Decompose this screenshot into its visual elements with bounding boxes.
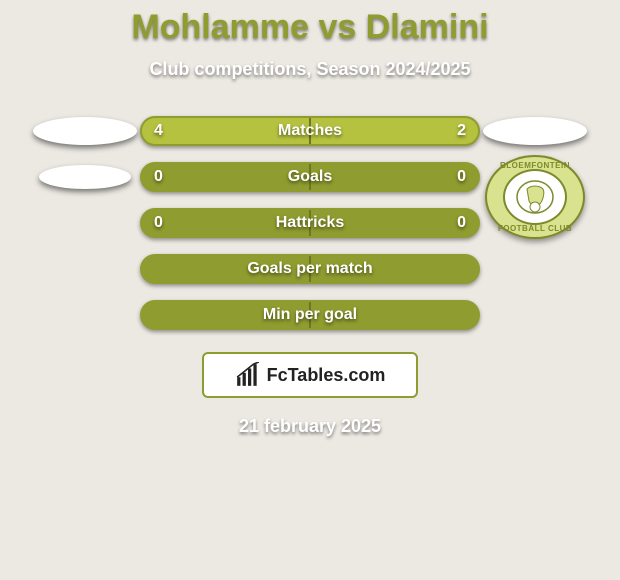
team-logo-ellipse: [39, 165, 131, 189]
right-logo-slot: BLOEMFONTEINFOOTBALL CLUB: [480, 135, 590, 219]
fctables-branding: FcTables.com: [202, 352, 418, 398]
page-root: Mohlamme vs Dlamini Club competitions, S…: [0, 0, 620, 580]
stat-value-right: 2: [457, 122, 466, 140]
stat-value-left: 0: [154, 214, 163, 232]
footer-date: 21 february 2025: [0, 416, 620, 437]
page-subtitle: Club competitions, Season 2024/2025: [0, 59, 620, 80]
stat-bar: Hattricks0 0: [140, 208, 480, 238]
page-title: Mohlamme vs Dlamini: [0, 0, 620, 47]
celtic-top-text: BLOEMFONTEIN: [500, 161, 570, 170]
stat-label: Matches: [142, 122, 478, 140]
celtic-badge: BLOEMFONTEIN FOOTBALL CLUB: [485, 155, 585, 239]
celtic-crest-icon: [513, 177, 557, 217]
stat-bar: Goals per match: [140, 254, 480, 284]
stat-value-right: 0: [457, 168, 466, 186]
stat-label: Goals: [142, 168, 478, 186]
stat-value-left: 0: [154, 168, 163, 186]
stat-value-right: 0: [457, 214, 466, 232]
stat-row: Goals per match: [0, 246, 620, 292]
stat-label: Hattricks: [142, 214, 478, 232]
stat-bar: Matches4 2: [140, 116, 480, 146]
stat-value-left: 4: [154, 122, 163, 140]
stat-bar: Goals0 0: [140, 162, 480, 192]
fctables-text: FcTables.com: [267, 365, 386, 386]
team-logo-ellipse: [33, 117, 137, 145]
left-logo-slot: [30, 117, 140, 145]
celtic-inner: [503, 169, 567, 225]
stat-label: Goals per match: [142, 260, 478, 278]
stat-bar: Min per goal: [140, 300, 480, 330]
stats-rows: Matches42Goals00BLOEMFONTEINFOOTBALL CLU…: [0, 108, 620, 338]
left-logo-slot: [30, 165, 140, 189]
celtic-bottom-text: FOOTBALL CLUB: [498, 224, 572, 233]
bar-chart-icon: [235, 362, 261, 388]
stat-row: Min per goal: [0, 292, 620, 338]
stat-label: Min per goal: [142, 306, 478, 324]
stat-row: Goals00BLOEMFONTEINFOOTBALL CLUB: [0, 154, 620, 200]
